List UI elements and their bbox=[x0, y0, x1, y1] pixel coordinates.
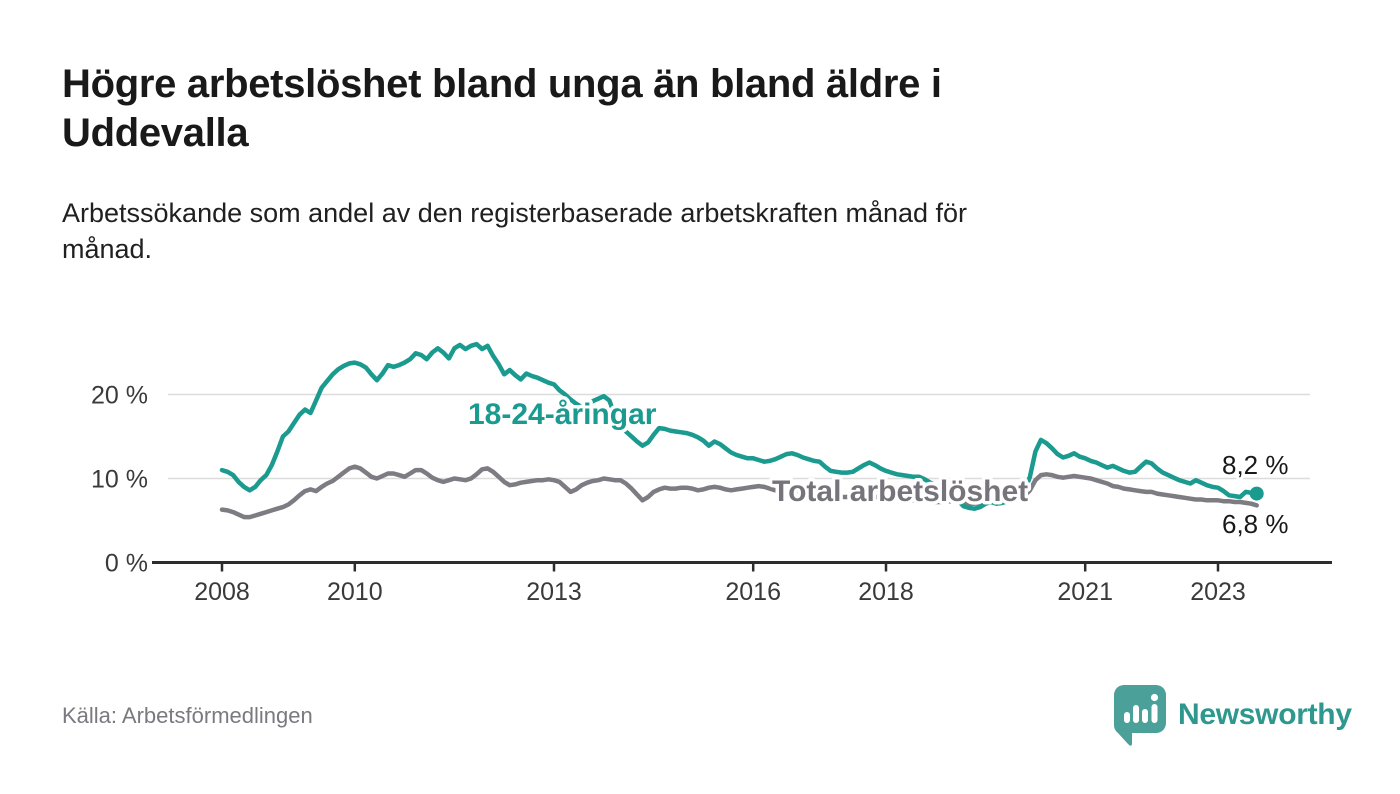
y-tick-label-0: 0 % bbox=[105, 550, 148, 578]
series-line-youth bbox=[219, 341, 1259, 511]
end-label-youth: 8,2 % bbox=[1222, 450, 1289, 480]
x-tick-label-2016: 2016 bbox=[725, 578, 781, 606]
y-tick-label-20: 20 % bbox=[91, 382, 148, 410]
page-title: Högre arbetslöshet bland unga än bland ä… bbox=[62, 60, 1302, 158]
series-line-total bbox=[219, 464, 1259, 520]
x-tick-label-2021: 2021 bbox=[1057, 578, 1113, 606]
end-dot-youth bbox=[1249, 486, 1264, 501]
series-label-youth: 18-24-åringar bbox=[468, 398, 657, 431]
end-label-total: 6,8 % bbox=[1222, 509, 1289, 539]
logo-bar-1 bbox=[1124, 712, 1130, 723]
x-tick-label-2018: 2018 bbox=[858, 578, 914, 606]
x-tick-label-2023: 2023 bbox=[1190, 578, 1246, 606]
page-subtitle-line1: Arbetssökande som andel av den registerb… bbox=[62, 198, 968, 228]
source-text: Källa: Arbetsförmedlingen bbox=[62, 703, 313, 728]
series-label-total: Total arbetslöshet bbox=[772, 475, 1028, 508]
y-tick-label-10: 10 % bbox=[91, 466, 148, 494]
x-tick-label-2010: 2010 bbox=[327, 578, 383, 606]
logo-bar-2 bbox=[1133, 705, 1139, 723]
x-tick-label-2013: 2013 bbox=[526, 578, 582, 606]
newsworthy-logo-icon bbox=[1114, 685, 1166, 746]
page-title-line2: Uddevalla bbox=[62, 110, 249, 155]
newsworthy-logo[interactable]: Newsworthy bbox=[1110, 682, 1352, 748]
logo-bar-3 bbox=[1142, 709, 1148, 723]
x-tick-label-2008: 2008 bbox=[194, 578, 250, 606]
page-subtitle-line2: månad. bbox=[62, 233, 153, 264]
logo-exclamation-dot bbox=[1150, 693, 1159, 702]
page-subtitle: Arbetssökande som andel av den registerb… bbox=[62, 196, 1302, 268]
page-title-line1: Högre arbetslöshet bland unga än bland ä… bbox=[62, 62, 942, 106]
logo-exclamation-bar bbox=[1151, 704, 1158, 723]
newsworthy-wordmark: Newsworthy bbox=[1178, 698, 1352, 731]
logo-bubble bbox=[1114, 685, 1166, 746]
